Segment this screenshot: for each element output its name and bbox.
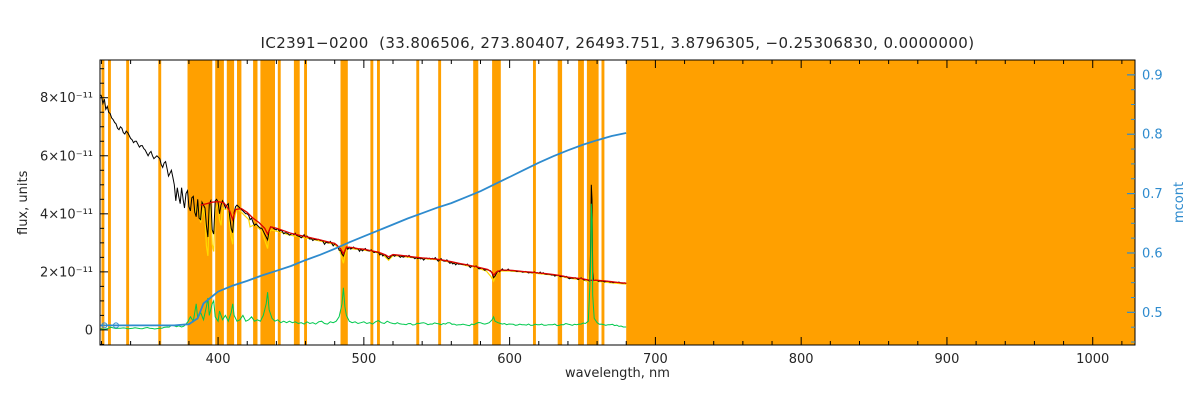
mask-band [126,60,130,345]
y-right-tick-label: 0.5 [1142,306,1163,321]
mask-band [473,60,479,345]
mask-band [277,60,281,345]
x-tick-label: 400 [206,352,231,367]
mask-band [601,60,605,345]
mask-band [260,60,275,345]
y-right-tick-label: 0.6 [1142,246,1163,261]
mask-band [578,60,584,345]
x-tick-label: 500 [351,352,376,367]
mask-band [158,60,162,345]
mask-band [293,60,300,345]
mask-band [492,60,501,345]
mask-band [557,60,563,345]
x-tick-label: 900 [935,352,960,367]
plot-frame [99,59,1136,346]
mask-band [416,60,420,345]
plot-title: IC2391−0200 (33.806506, 273.80407, 26493… [260,34,975,52]
axes-ticks: 400 500 600 700 800 900 1000 0 2×10⁻¹¹ 4×10⁻¹¹ 6×1… [40,60,1163,367]
mask-band [237,60,242,345]
y-left-tick-label: 0 [85,323,93,338]
series-group [100,94,627,330]
y-left-tick-label: 6×10⁻¹¹ [40,149,93,164]
series-residual [100,203,627,330]
mask-band [370,60,374,345]
y-left-tick-label: 4×10⁻¹¹ [40,207,93,222]
mask-band [586,60,599,345]
mask-band [626,60,1135,345]
mask-band [340,60,348,345]
y-right-tick-label: 0.9 [1142,68,1163,83]
mask-band [253,60,258,345]
mcont-marker [113,322,119,329]
y-right-tick-label: 0.7 [1142,187,1163,202]
mask-band [533,60,536,345]
mask-band [377,60,380,345]
series-fit [200,200,627,284]
mask-band [101,60,105,345]
x-tick-label: 600 [497,352,522,367]
mask-band [226,60,235,345]
y-axis-label-left: flux, units [16,170,31,235]
y-left-tick-label: 2×10⁻¹¹ [40,265,93,280]
series-mcont [100,132,627,327]
x-tick-label: 1000 [1076,352,1109,367]
mcont-marker [101,322,108,329]
mask-band [108,60,111,345]
mask-bands [101,60,1135,345]
series-spectrum [100,94,627,284]
x-tick-label: 700 [643,352,668,367]
y-left-tick-label: 8×10⁻¹¹ [40,91,93,106]
x-axis-label: wavelength, nm [565,366,670,381]
x-tick-label: 800 [789,352,814,367]
y-axis-label-right: mcont [1172,181,1187,224]
mask-band [438,60,442,345]
mask-band [304,60,307,345]
y-right-tick-label: 0.8 [1142,128,1163,143]
